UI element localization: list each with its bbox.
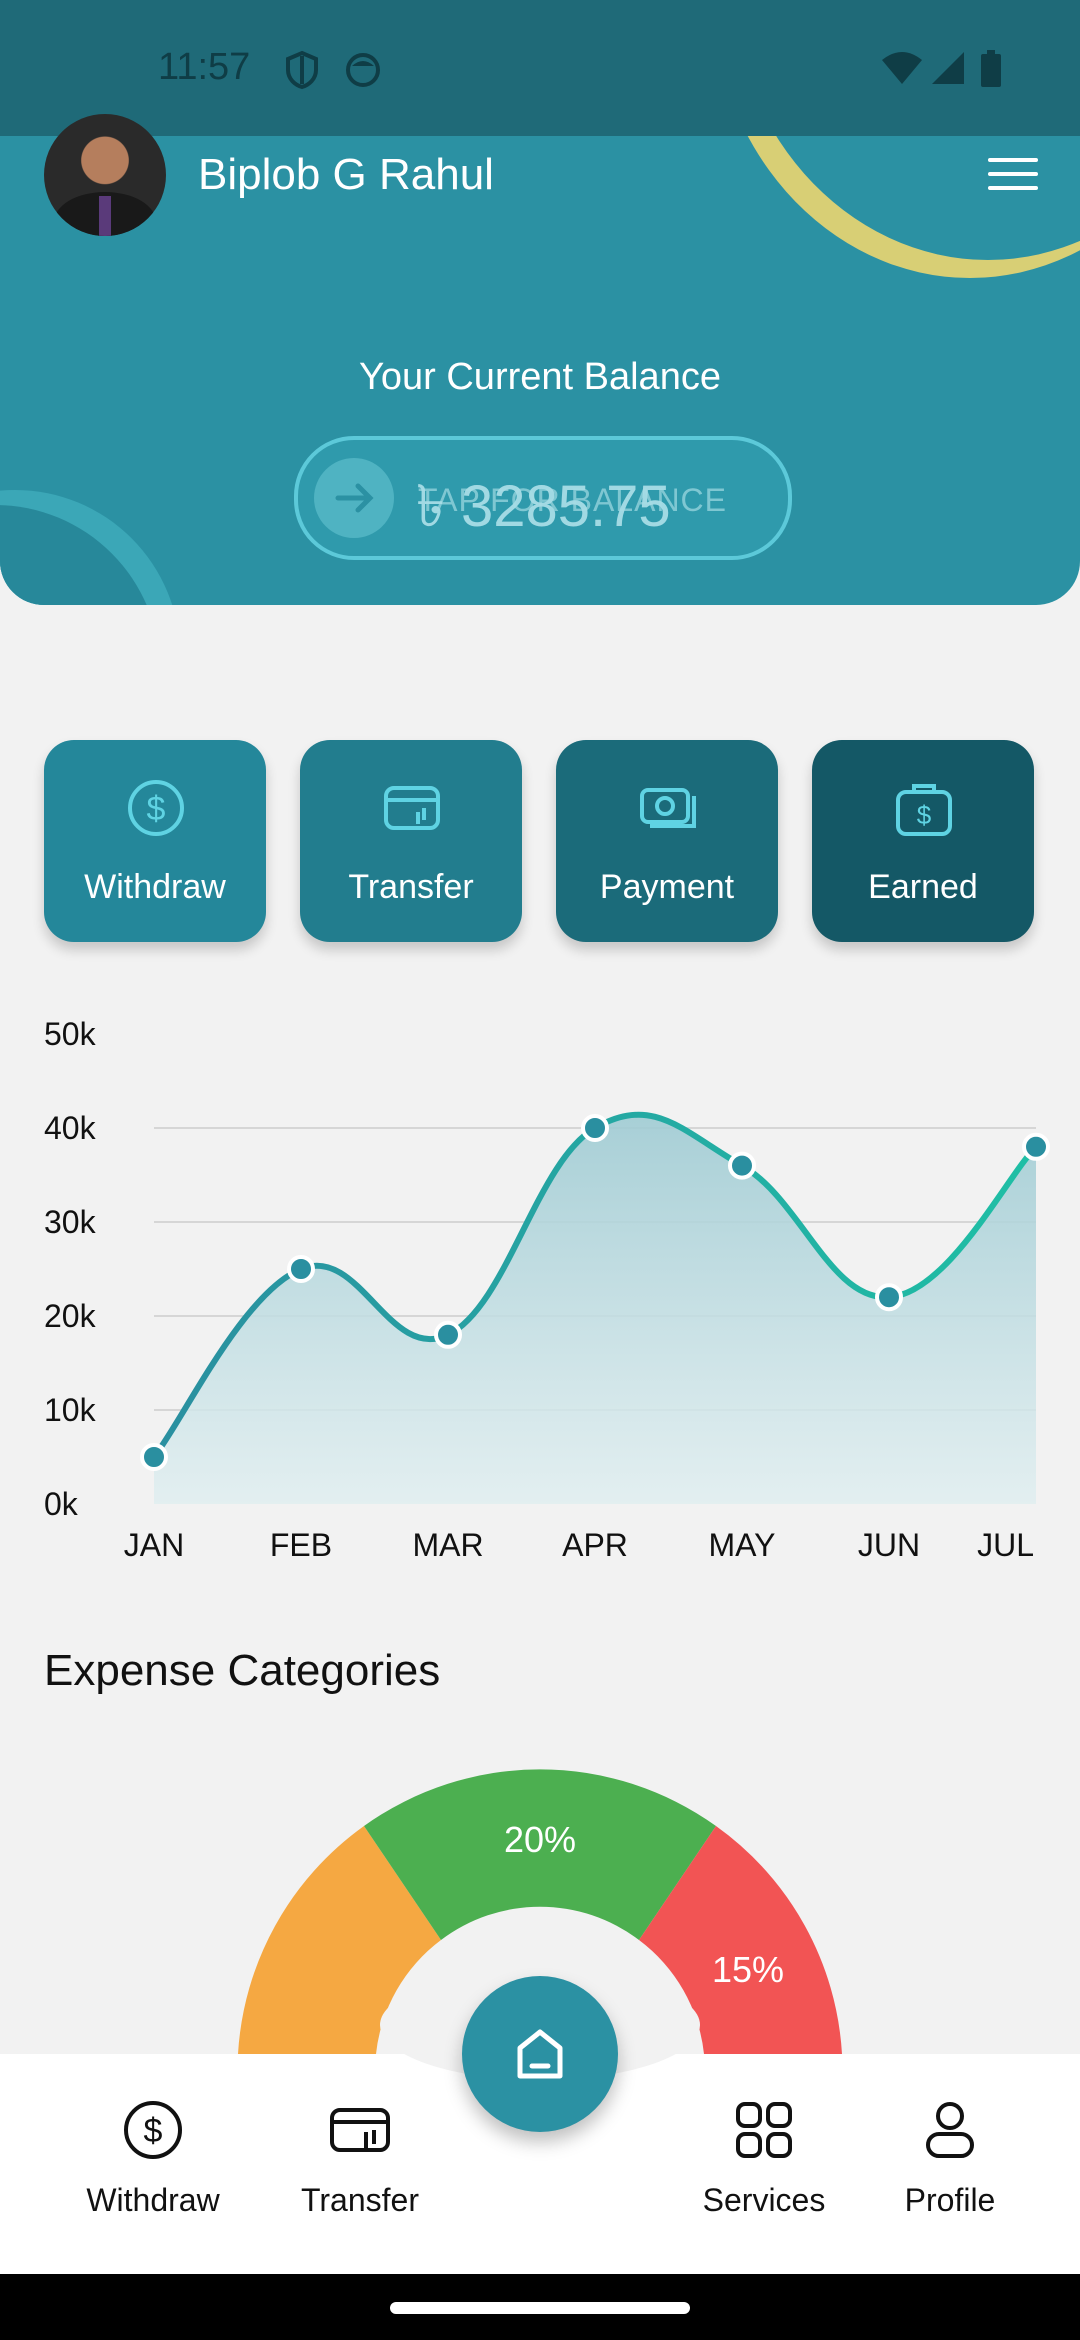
nav-profile[interactable]: Profile — [850, 2054, 1050, 2274]
earned-label: Earned — [868, 868, 978, 906]
person-icon — [926, 2102, 974, 2158]
x-tick-label: MAY — [709, 1527, 776, 1563]
nav-services[interactable]: Services — [664, 2054, 864, 2274]
balance-line-chart: 0k 10k 20k 30k 40k 50k JAN FEB MAR APR MAY JUN JUL — [44, 1016, 1050, 1563]
home-button[interactable] — [462, 1976, 618, 2132]
transfer-card[interactable]: Transfer — [300, 740, 522, 942]
gauge-segment-orange — [238, 1826, 441, 2054]
chart-data-point — [581, 1114, 609, 1142]
earned-card[interactable]: $ Earned — [812, 740, 1034, 942]
signal-icon — [932, 52, 964, 84]
home-icon — [517, 2029, 563, 2079]
transfer-label: Transfer — [348, 868, 474, 906]
y-tick-label: 20k — [44, 1298, 97, 1334]
chart-data-point — [434, 1320, 462, 1349]
chart-data-point — [140, 1443, 168, 1471]
svg-text:$: $ — [144, 2112, 163, 2150]
user-name: Biplob G Rahul — [198, 150, 494, 199]
y-tick-label: 0k — [44, 1486, 79, 1522]
gesture-handle[interactable] — [390, 2302, 690, 2314]
gauge-label-red: 15% — [712, 1949, 784, 1990]
gauge-label-green: 20% — [504, 1819, 576, 1860]
chart-data-point — [287, 1255, 315, 1283]
payment-card[interactable]: Payment — [556, 740, 778, 942]
x-tick-label: JUL — [977, 1527, 1034, 1563]
balance-button[interactable]: TAP FOR BALANCE ৳ 3285.75 — [294, 436, 792, 560]
nav-transfer[interactable]: Transfer — [260, 2054, 460, 2274]
chart-data-point — [875, 1283, 903, 1312]
svg-text:$: $ — [917, 800, 932, 830]
x-tick-label: APR — [562, 1527, 628, 1563]
x-tick-label: MAR — [412, 1527, 483, 1563]
card-transfer-icon — [330, 2108, 390, 2152]
hamburger-menu-icon[interactable] — [988, 158, 1038, 192]
face-icon — [346, 53, 380, 87]
x-tick-label: FEB — [270, 1527, 332, 1563]
card-transfer-icon — [384, 786, 440, 830]
chart-area-fill — [154, 1114, 1036, 1504]
chart-data-point — [728, 1151, 756, 1180]
y-tick-label: 30k — [44, 1204, 97, 1240]
shield-icon — [286, 50, 318, 90]
nav-profile-label: Profile — [904, 2182, 996, 2218]
dollar-circle-icon: $ — [124, 2101, 182, 2159]
status-time: 11:57 — [158, 46, 251, 88]
dollar-circle-icon: $ — [128, 780, 184, 836]
withdraw-label: Withdraw — [84, 868, 226, 906]
grid-icon — [736, 2102, 792, 2158]
svg-text:$: $ — [147, 790, 166, 828]
cash-icon — [640, 788, 696, 828]
expense-title: Expense Categories — [44, 1646, 441, 1695]
nav-transfer-label: Transfer — [301, 2182, 419, 2218]
gauge-segment-red — [639, 1826, 842, 2054]
y-tick-label: 10k — [44, 1392, 97, 1428]
balance-amount: ৳ 3285.75 — [416, 474, 671, 539]
gauge-segment-green — [364, 1769, 716, 1940]
wallet-dollar-icon: $ — [896, 784, 952, 836]
status-bar: 11:57 — [0, 0, 1080, 136]
payment-label: Payment — [599, 868, 735, 906]
y-tick-label: 40k — [44, 1110, 97, 1146]
balance-hint: TAP FOR BALANCE — [418, 482, 727, 518]
expense-gauge: 20% 15% — [238, 1769, 842, 2054]
withdraw-card[interactable]: $ Withdraw — [44, 740, 266, 942]
arrow-right-icon — [314, 458, 394, 538]
battery-icon — [981, 50, 1001, 87]
chart-data-point — [1022, 1132, 1050, 1161]
wifi-icon — [882, 52, 922, 84]
nav-services-label: Services — [702, 2182, 826, 2218]
y-tick-label: 50k — [44, 1016, 97, 1052]
balance-label: Your Current Balance — [359, 356, 721, 398]
nav-withdraw[interactable]: $ Withdraw — [53, 2054, 253, 2274]
avatar[interactable] — [44, 114, 166, 236]
nav-withdraw-label: Withdraw — [86, 2182, 220, 2218]
x-tick-label: JUN — [858, 1527, 920, 1563]
x-tick-label: JAN — [124, 1527, 184, 1563]
